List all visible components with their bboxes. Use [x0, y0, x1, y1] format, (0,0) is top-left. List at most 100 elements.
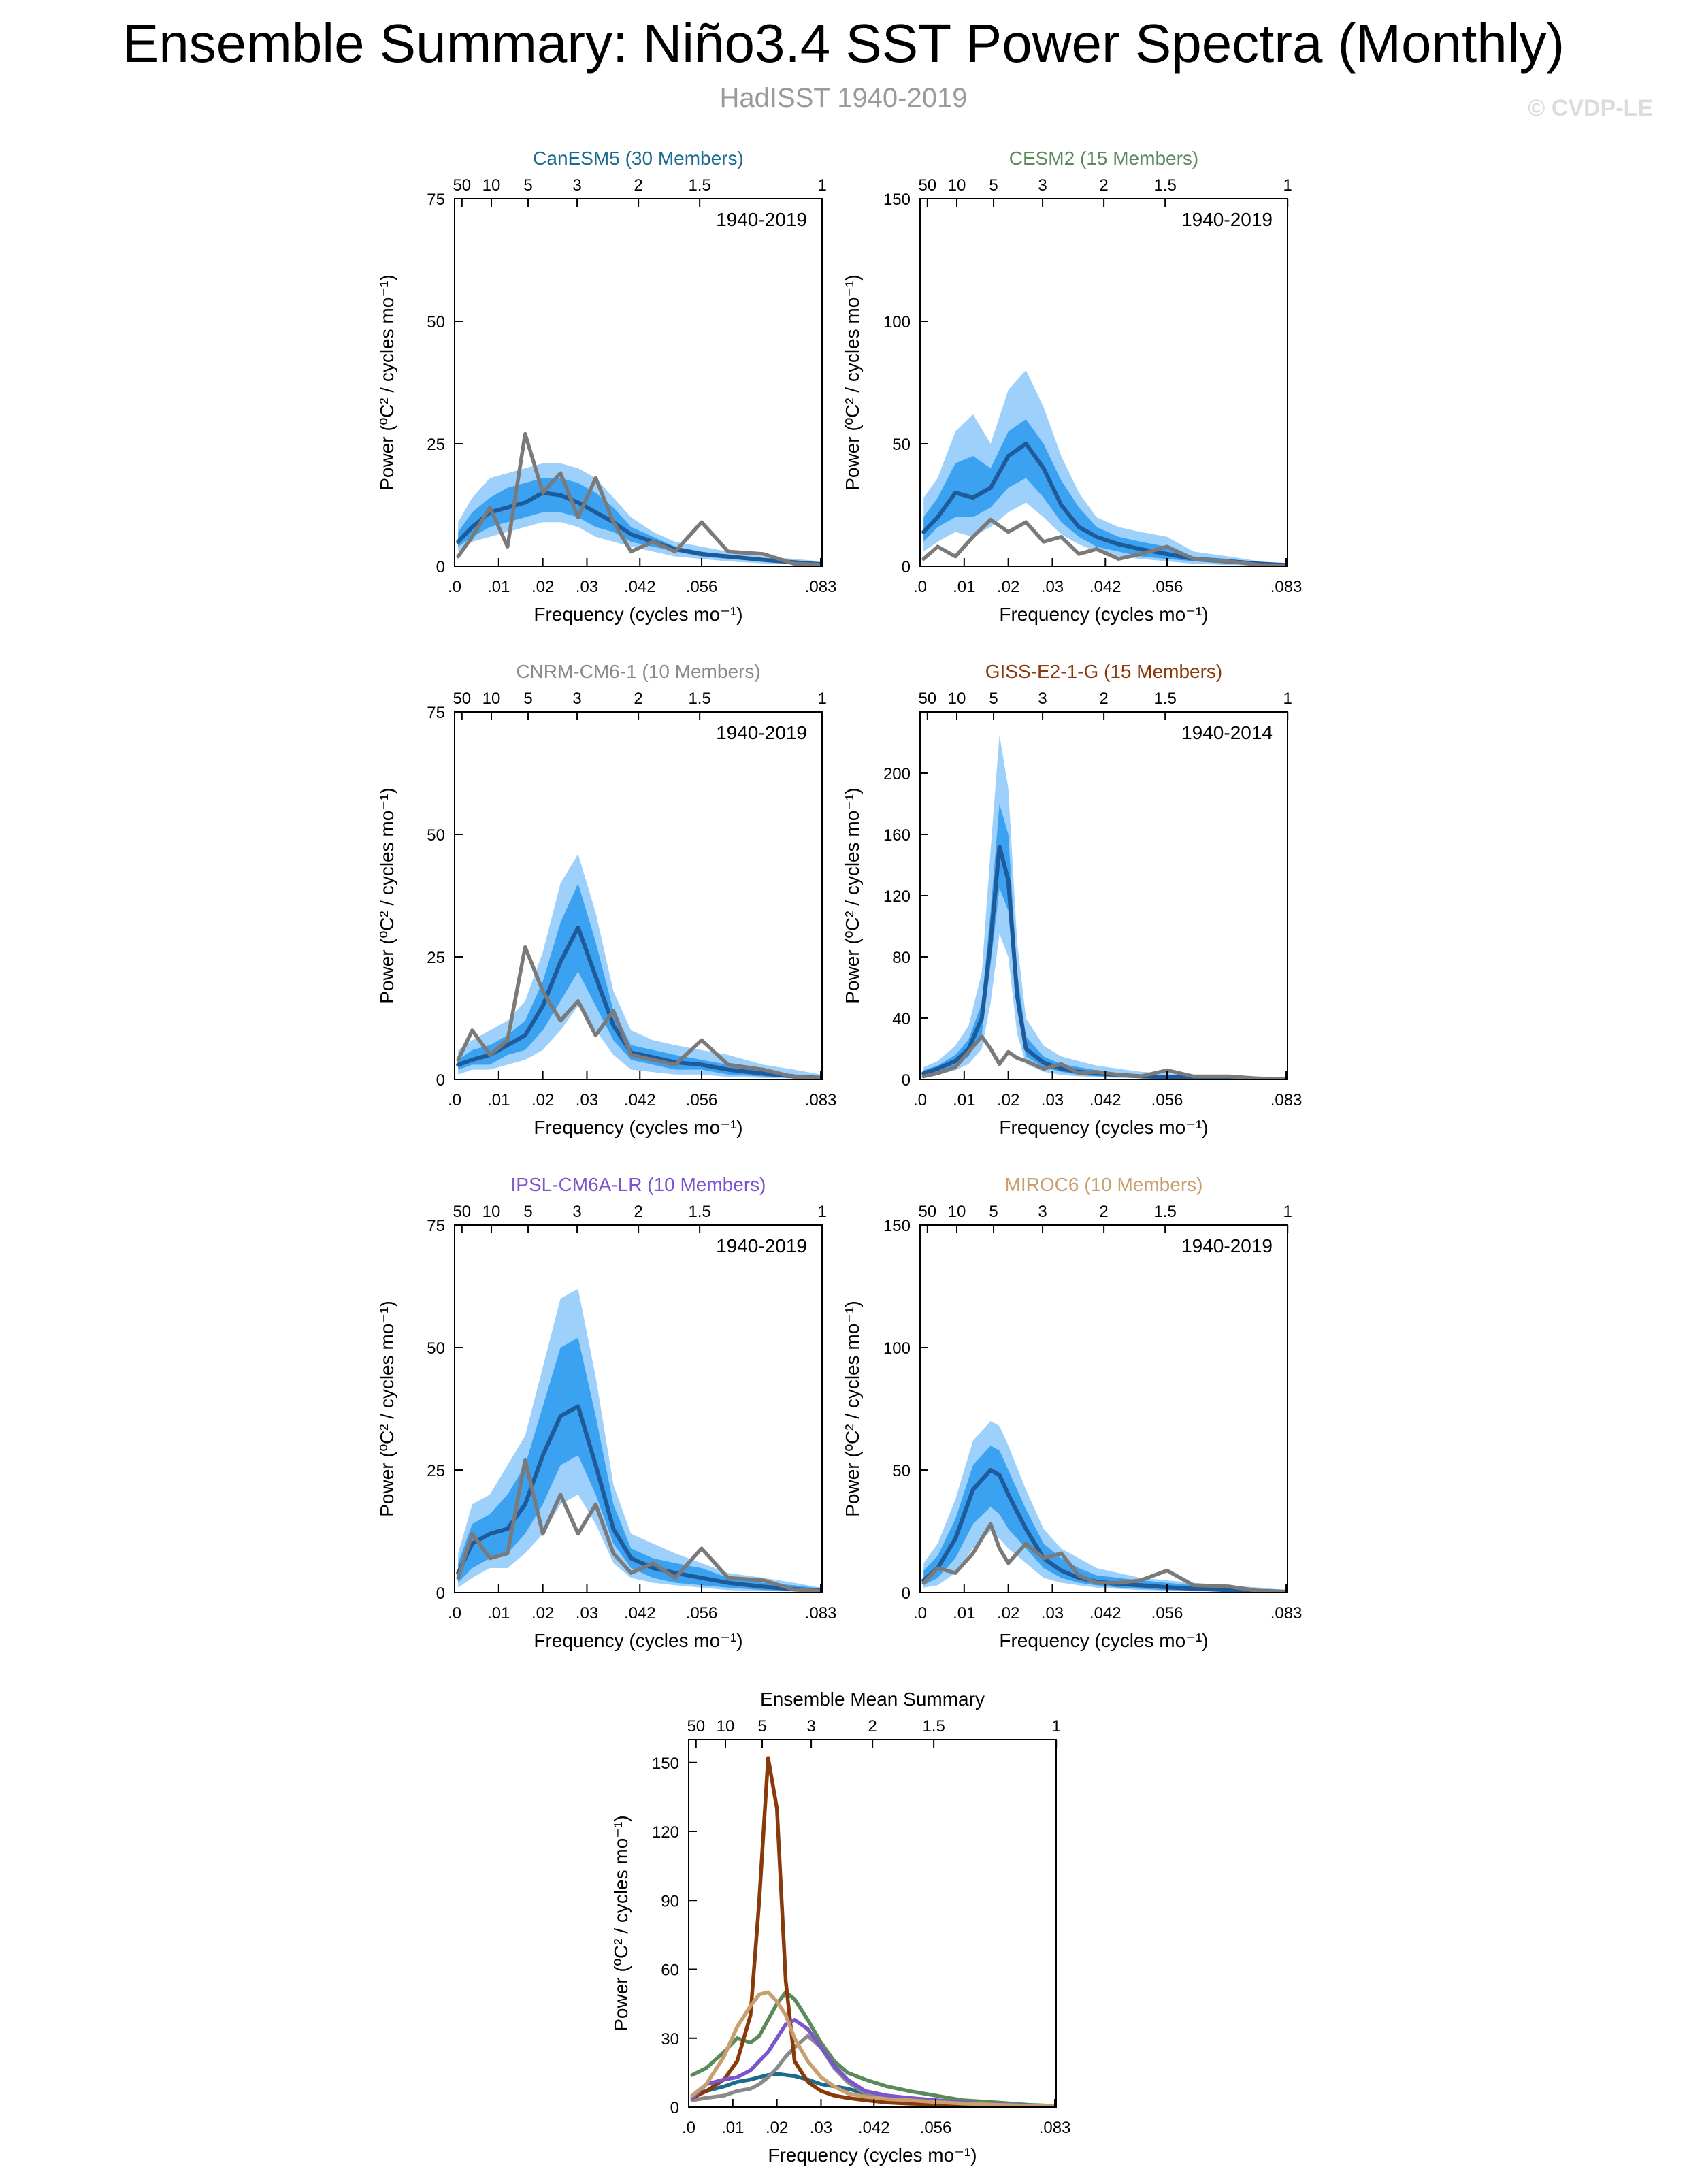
x-axis-label: Frequency (cycles mo⁻¹)	[999, 604, 1208, 625]
y-tick-label: 75	[427, 191, 445, 209]
period-tick-label: 10	[717, 1717, 735, 1735]
y-tick-label: 25	[427, 1462, 445, 1480]
y-tick-label: 150	[883, 191, 911, 209]
period-tick-label: 3	[1038, 176, 1047, 195]
y-tick-label: 0	[902, 558, 911, 576]
spread-band-inner	[458, 478, 821, 565]
y-tick-label: 40	[892, 1010, 911, 1028]
x-tick-label: .01	[487, 1604, 510, 1623]
y-tick-label: 50	[427, 1339, 445, 1358]
x-tick-label: .042	[624, 578, 656, 596]
x-tick-label: .01	[953, 578, 975, 596]
period-tick-label: 1.5	[688, 1203, 710, 1221]
period-tick-label: 2	[1099, 1203, 1108, 1221]
x-tick-label: .083	[805, 1604, 837, 1623]
y-axis-label: Power (ºC² / cycles mo⁻¹)	[610, 1815, 632, 2031]
y-tick-label: 80	[892, 949, 911, 967]
period-annotation: 1940-2019	[716, 722, 807, 743]
x-tick-label: .01	[721, 2119, 744, 2137]
x-tick-label: .056	[1151, 578, 1183, 596]
x-tick-label: .01	[953, 1091, 975, 1109]
x-tick-label: .03	[1041, 1604, 1064, 1623]
y-tick-label: 25	[427, 436, 445, 454]
x-tick-label: .056	[686, 1604, 718, 1623]
x-tick-label: .042	[858, 2119, 890, 2137]
x-tick-label: .056	[686, 578, 718, 596]
plot-area	[921, 734, 1288, 1079]
x-tick-label: .0	[448, 578, 461, 596]
ensemble-mean-line	[456, 1404, 822, 1593]
period-annotation: 1940-2019	[716, 209, 807, 230]
x-tick-label: .042	[624, 1604, 656, 1623]
x-tick-label: .056	[686, 1091, 718, 1109]
x-tick-label: .056	[1151, 1604, 1183, 1623]
y-axis-label: Power (ºC² / cycles mo⁻¹)	[842, 274, 863, 490]
x-tick-label: .02	[531, 1091, 554, 1109]
period-tick-label: 10	[948, 176, 966, 195]
y-tick-label: 120	[652, 1823, 679, 1842]
period-annotation: 1940-2019	[716, 1235, 807, 1256]
period-tick-label: 10	[948, 1203, 966, 1221]
y-tick-label: 75	[427, 704, 445, 722]
x-tick-label: .083	[1271, 1604, 1303, 1623]
x-tick-label: .02	[531, 578, 554, 596]
x-tick-label: .03	[576, 578, 598, 596]
spread-band-inner	[923, 804, 1287, 1079]
y-tick-label: 120	[883, 887, 911, 906]
copyright-watermark: © CVDP-LE	[1528, 95, 1653, 121]
period-tick-label: 50	[918, 1203, 936, 1221]
y-tick-label: 150	[883, 1217, 911, 1235]
x-tick-label: .083	[805, 1091, 837, 1109]
panel-title: Ensemble Mean Summary	[760, 1689, 985, 1710]
panel-title: CESM2 (15 Members)	[1009, 148, 1199, 169]
y-tick-label: 30	[661, 2030, 679, 2049]
period-tick-label: 50	[453, 689, 471, 708]
plot-area	[456, 1288, 822, 1593]
period-tick-label: 2	[634, 689, 642, 708]
x-tick-label: .02	[531, 1604, 554, 1623]
y-tick-label: 0	[436, 558, 445, 576]
plot-area	[456, 853, 822, 1079]
y-tick-label: 100	[883, 1339, 911, 1358]
x-tick-label: .083	[1271, 578, 1303, 596]
x-tick-label: .042	[1090, 1604, 1121, 1623]
x-tick-label: .0	[682, 2119, 695, 2137]
y-axis-label: Power (ºC² / cycles mo⁻¹)	[842, 1301, 863, 1516]
y-axis-label: Power (ºC² / cycles mo⁻¹)	[376, 1301, 397, 1516]
period-tick-label: 3	[806, 1717, 815, 1735]
x-tick-label: .056	[1151, 1091, 1183, 1109]
x-tick-label: .01	[487, 1091, 510, 1109]
spread-band-outer	[923, 1421, 1287, 1593]
y-axis-label: Power (ºC² / cycles mo⁻¹)	[842, 787, 863, 1003]
period-annotation: 1940-2019	[1181, 209, 1273, 230]
period-tick-label: 2	[1099, 689, 1108, 708]
x-tick-label: .02	[766, 2119, 788, 2137]
panel-title: GISS-E2-1-G (15 Members)	[985, 661, 1223, 682]
period-tick-label: 50	[453, 1203, 471, 1221]
page-subtitle: HadISST 1940-2019	[719, 83, 968, 113]
x-tick-label: .042	[1090, 578, 1121, 596]
y-axis-label: Power (ºC² / cycles mo⁻¹)	[376, 274, 397, 490]
model-mean-line-6	[690, 1990, 1056, 2107]
x-axis-label: Frequency (cycles mo⁻¹)	[999, 1117, 1208, 1138]
period-annotation: 1940-2014	[1181, 722, 1273, 743]
period-tick-label: 5	[989, 1203, 998, 1221]
spread-band-outer	[923, 370, 1287, 566]
x-tick-label: .083	[1271, 1091, 1303, 1109]
observations-line	[456, 1458, 822, 1593]
period-tick-label: 3	[572, 176, 581, 195]
y-tick-label: 90	[661, 1892, 679, 1910]
period-tick-label: 1	[818, 176, 827, 195]
x-tick-label: .03	[1041, 1091, 1064, 1109]
x-axis-label: Frequency (cycles mo⁻¹)	[534, 1117, 742, 1138]
period-tick-label: 1.5	[688, 176, 710, 195]
y-tick-label: 50	[427, 826, 445, 845]
x-tick-label: .01	[487, 578, 510, 596]
observations-line	[921, 1522, 1288, 1593]
period-tick-label: 50	[687, 1717, 705, 1735]
